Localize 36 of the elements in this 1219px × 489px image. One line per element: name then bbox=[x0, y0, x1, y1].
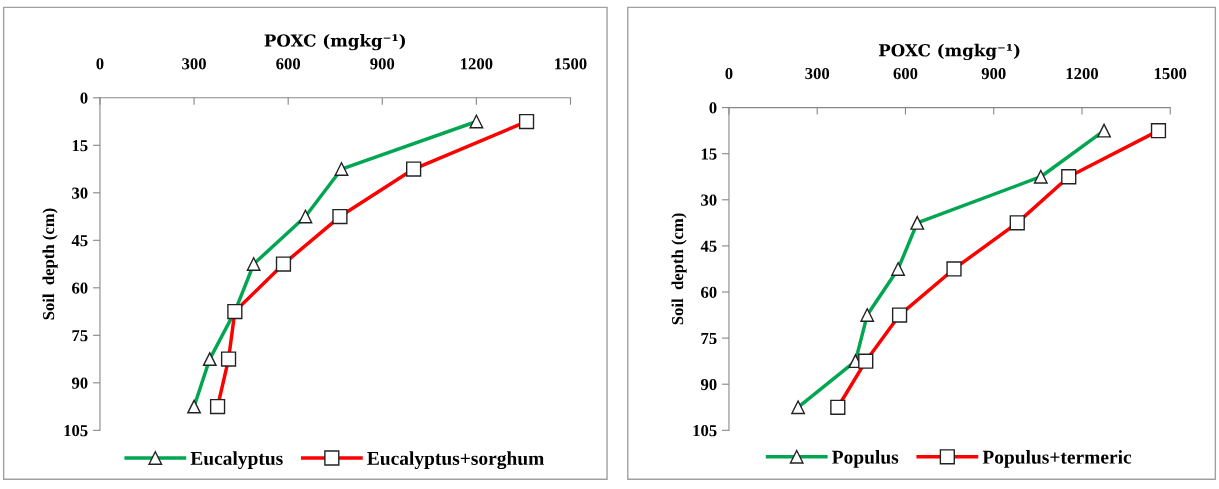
y-tick-label: 45 bbox=[700, 240, 717, 252]
y-tick-label: 105 bbox=[693, 425, 717, 437]
y-tick-label: 15 bbox=[72, 140, 88, 152]
x-tick-label: 1500 bbox=[555, 58, 587, 70]
x-axis-title: POXC (mgkg⁻¹) bbox=[264, 33, 406, 51]
x-tick-label: 900 bbox=[981, 67, 1006, 80]
y-tick-label: 15 bbox=[701, 148, 717, 160]
y-tick-label: 75 bbox=[701, 332, 717, 345]
x-tick-label: 0 bbox=[96, 58, 104, 70]
y-tick-label: 105 bbox=[64, 425, 88, 437]
y-tick-label: 30 bbox=[701, 194, 717, 206]
y-tick-label: 0 bbox=[80, 92, 88, 104]
x-tick-label: 300 bbox=[182, 58, 206, 70]
y-tick-label: 45 bbox=[71, 235, 88, 247]
y-tick-label: 60 bbox=[701, 286, 717, 298]
x-tick-label: 1200 bbox=[1066, 67, 1099, 80]
y-tick-label: 0 bbox=[709, 102, 717, 114]
legend-label: Eucalyptus+sorghum bbox=[367, 451, 544, 470]
y-tick-label: 90 bbox=[71, 377, 88, 389]
legend-label: Eucalyptus bbox=[190, 451, 283, 469]
y-axis-title: Soil depth (cm) bbox=[671, 213, 687, 325]
y-tick-label: 60 bbox=[72, 282, 88, 294]
x-tick-label: 600 bbox=[893, 67, 918, 80]
x-tick-label: 1200 bbox=[461, 58, 493, 70]
y-tick-label: 90 bbox=[700, 378, 717, 391]
x-tick-label: 0 bbox=[725, 67, 733, 80]
x-tick-label: 1500 bbox=[1154, 67, 1187, 80]
x-axis-title: POXC (mgkg⁻¹) bbox=[878, 43, 1020, 61]
x-tick-label: 900 bbox=[370, 58, 395, 70]
legend-label: Populus+termeric bbox=[982, 450, 1132, 468]
legend-label: Populus bbox=[832, 450, 899, 468]
x-tick-label: 600 bbox=[276, 58, 301, 70]
y-tick-label: 75 bbox=[72, 330, 88, 342]
x-tick-label: 300 bbox=[805, 67, 830, 80]
y-axis-title: Soil depth (cm) bbox=[42, 208, 58, 320]
y-tick-label: 30 bbox=[72, 187, 88, 199]
